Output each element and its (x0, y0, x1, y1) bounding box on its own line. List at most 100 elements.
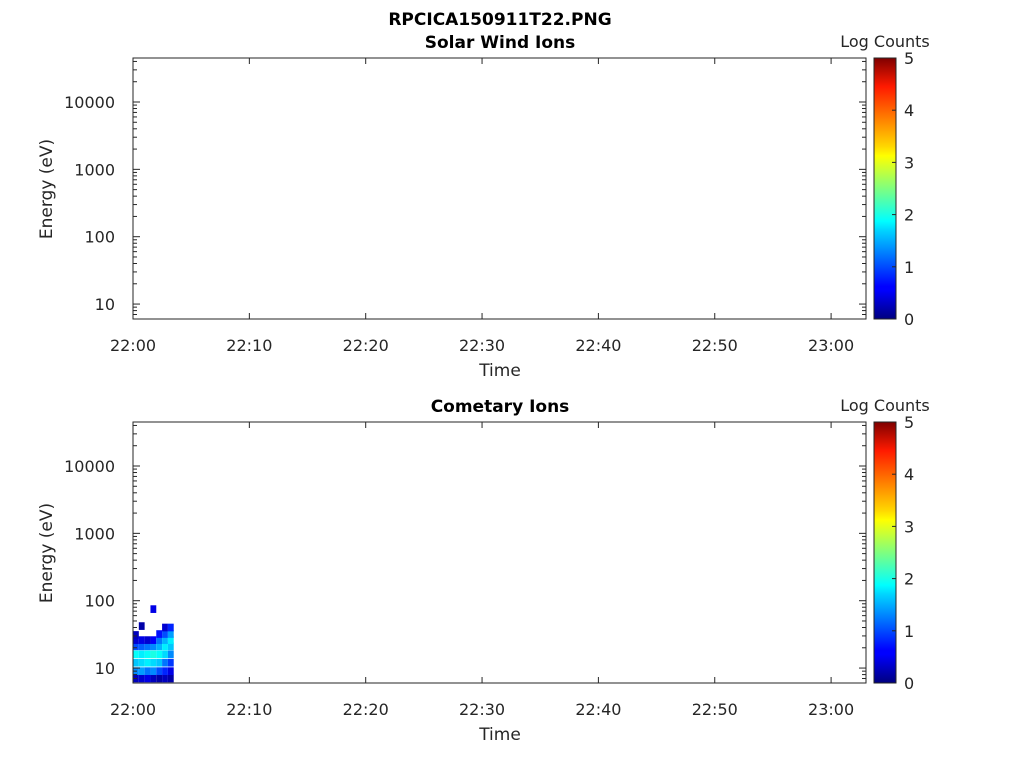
colorbar-tick-label: 5 (904, 49, 914, 68)
heatmap-cell (144, 650, 151, 659)
y-tick-label: 10 (95, 659, 115, 678)
x-ticks: 22:00 22:10 22:20 22:30 22:40 22:50 23:00 (110, 422, 854, 719)
colorbar-tick-label: 4 (904, 101, 914, 120)
heatmap-cell (167, 667, 174, 675)
heatmap-cell (138, 650, 145, 659)
heatmap-cell (138, 658, 145, 667)
colorbar-tick-label: 0 (904, 310, 914, 329)
x-tick-label: 22:00 (110, 336, 156, 355)
colorbar-tick-label: 0 (904, 674, 914, 693)
heatmap-cell (138, 622, 145, 630)
heatmap-cell (167, 650, 174, 659)
heatmap-cell (156, 650, 163, 659)
heatmap-cell (156, 658, 163, 667)
y-axis-label: Energy (eV) (37, 139, 57, 239)
x-tick-label: 23:00 (808, 700, 854, 719)
x-tick-label: 22:20 (343, 700, 389, 719)
y-tick-label: 1000 (74, 160, 115, 179)
heatmap-cell (167, 636, 174, 644)
heatmap-cell (150, 658, 157, 667)
colorbar-tick-label: 3 (904, 153, 914, 172)
heatmap-cell (167, 623, 174, 632)
heatmap-cell (167, 642, 174, 651)
panel-cometary-ions: Cometary Ions 22:00 22:10 22:20 22:30 22:40 2… (37, 396, 930, 745)
heatmap-cell (150, 636, 157, 644)
heatmap-cell (162, 674, 168, 683)
heatmap-cell (162, 636, 168, 644)
heatmap-cell (156, 642, 163, 651)
heatmap-cell (167, 630, 174, 638)
heatmap-cell (167, 674, 174, 683)
heatmap-cell (162, 623, 168, 632)
heatmap-cell (156, 630, 163, 638)
heatmap-cell (144, 642, 151, 651)
colorbar-ticks: 0 1 2 3 4 5 (892, 413, 914, 693)
panel-title: Cometary Ions (431, 397, 570, 417)
colorbar-tick-label: 3 (904, 517, 914, 536)
heatmap-cell (162, 630, 168, 638)
y-tick-label: 100 (84, 592, 115, 611)
x-tick-label: 22:20 (343, 336, 389, 355)
panel-solar-wind-ions: Solar Wind Ions 22:00 22:10 22:20 22:30 22:4… (37, 32, 930, 381)
x-tick-label: 22:40 (575, 700, 621, 719)
y-ticks: 10 100 1000 10000 (64, 424, 866, 684)
x-axis-label: Time (478, 361, 521, 381)
heatmap-cell (156, 667, 163, 675)
plot-frame (132, 421, 867, 684)
x-tick-label: 22:30 (459, 700, 505, 719)
heatmap-cell (144, 667, 151, 675)
heatmap-cell (162, 642, 168, 651)
heatmap-cell (167, 658, 174, 667)
heatmap-cell (162, 650, 168, 659)
panel-title: Solar Wind Ions (425, 33, 576, 53)
heatmap-cell (133, 631, 139, 639)
x-tick-label: 22:10 (226, 700, 272, 719)
plot-frame (132, 57, 867, 320)
y-tick-label: 10000 (64, 93, 115, 112)
x-tick-label: 22:00 (110, 700, 156, 719)
x-axis-label: Time (478, 725, 521, 745)
colorbar-ticks: 0 1 2 3 4 5 (892, 49, 914, 329)
colorbar-tick-label: 4 (904, 465, 914, 484)
x-tick-label: 22:30 (459, 336, 505, 355)
y-tick-label: 1000 (74, 524, 115, 543)
heatmap-cell (144, 674, 151, 683)
colorbar (873, 57, 897, 320)
colorbar-tick-label: 1 (904, 258, 914, 277)
heatmap-cell (150, 605, 157, 613)
x-tick-label: 22:50 (692, 336, 738, 355)
x-tick-label: 23:00 (808, 336, 854, 355)
x-tick-label: 22:10 (226, 336, 272, 355)
heatmap-cell (138, 636, 145, 644)
x-tick-label: 22:40 (575, 336, 621, 355)
heatmap-cell (144, 636, 151, 644)
x-tick-label: 22:50 (692, 700, 738, 719)
heatmap-cell (156, 674, 163, 683)
heatmap-cell (144, 658, 151, 667)
x-ticks: 22:00 22:10 22:20 22:30 22:40 22:50 23:00 (110, 58, 854, 355)
colorbar-tick-label: 2 (904, 206, 914, 225)
y-ticks: 10 100 1000 10000 (64, 60, 866, 320)
y-tick-label: 10 (95, 295, 115, 314)
y-axis-label: Energy (eV) (37, 503, 57, 603)
heatmap-cell (162, 658, 168, 667)
heatmap-cell (133, 642, 139, 651)
heatmap-cell (150, 674, 157, 683)
y-tick-label: 10000 (64, 457, 115, 476)
colorbar (873, 421, 897, 684)
heatmap-cell (150, 650, 157, 659)
heatmap-cells (133, 605, 174, 683)
colorbar-label: Log Counts (840, 396, 930, 415)
y-tick-label: 100 (84, 228, 115, 247)
colorbar-tick-label: 2 (904, 570, 914, 589)
figure-title: RPCICA150911T22.PNG (388, 10, 611, 30)
heatmap-cell (156, 636, 163, 644)
colorbar-tick-label: 1 (904, 622, 914, 641)
heatmap-cell (162, 667, 168, 675)
colorbar-label: Log Counts (840, 32, 930, 51)
heatmap-cell (138, 642, 145, 651)
heatmap-cell (138, 674, 145, 683)
heatmap-cell (150, 667, 157, 675)
heatmap-cell (150, 642, 157, 651)
